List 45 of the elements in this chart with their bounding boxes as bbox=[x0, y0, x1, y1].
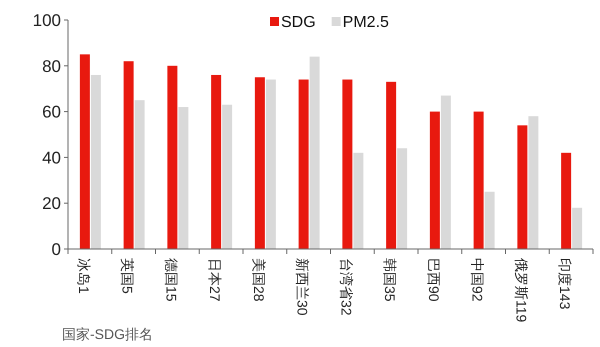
bar bbox=[222, 104, 232, 249]
bar bbox=[124, 61, 134, 249]
x-tick-label: 印度143 bbox=[557, 258, 574, 310]
y-tick-label: 20 bbox=[42, 194, 61, 214]
bar bbox=[430, 112, 440, 249]
bar bbox=[266, 80, 276, 249]
bar bbox=[310, 56, 320, 249]
x-tick-label: 冰岛1 bbox=[76, 258, 92, 294]
bar bbox=[386, 82, 396, 249]
y-tick-label: 0 bbox=[52, 240, 61, 259]
legend-label: SDG bbox=[281, 14, 316, 31]
bar bbox=[90, 74, 101, 249]
x-tick-label: 巴西90 bbox=[426, 258, 442, 302]
bar bbox=[167, 66, 178, 249]
x-tick-label: 英国5 bbox=[120, 258, 136, 294]
bar bbox=[298, 80, 309, 249]
bar bbox=[211, 74, 222, 249]
y-tick-label: 40 bbox=[42, 148, 61, 168]
y-tick-label: 80 bbox=[42, 56, 61, 76]
bar bbox=[474, 112, 484, 249]
bar bbox=[254, 77, 265, 249]
bar bbox=[440, 96, 451, 249]
x-tick-label: 中国92 bbox=[470, 258, 486, 302]
x-tick-label: 美国28 bbox=[250, 258, 267, 302]
bar bbox=[353, 152, 364, 249]
bar bbox=[134, 100, 145, 249]
legend-label: PM2.5 bbox=[342, 14, 390, 31]
bar bbox=[528, 116, 538, 249]
x-tick-label: 新西兰30 bbox=[294, 258, 311, 316]
bar bbox=[561, 152, 572, 249]
y-tick-label: 60 bbox=[42, 102, 61, 122]
x-tick-label: 俄罗斯119 bbox=[513, 258, 530, 323]
x-tick-label: 韩国35 bbox=[382, 258, 398, 302]
x-tick-label: 台湾省32 bbox=[338, 258, 354, 316]
x-tick-label: 日本27 bbox=[207, 258, 224, 302]
bar bbox=[572, 208, 582, 249]
bar bbox=[484, 192, 495, 249]
x-axis-title: 国家-SDG排名 bbox=[62, 326, 153, 342]
x-tick-label: 德国15 bbox=[163, 258, 180, 302]
bar bbox=[397, 148, 408, 249]
bar bbox=[80, 54, 90, 249]
y-tick-label: 100 bbox=[32, 11, 61, 30]
bar bbox=[178, 107, 188, 249]
bar bbox=[342, 80, 352, 249]
bar bbox=[517, 125, 528, 249]
